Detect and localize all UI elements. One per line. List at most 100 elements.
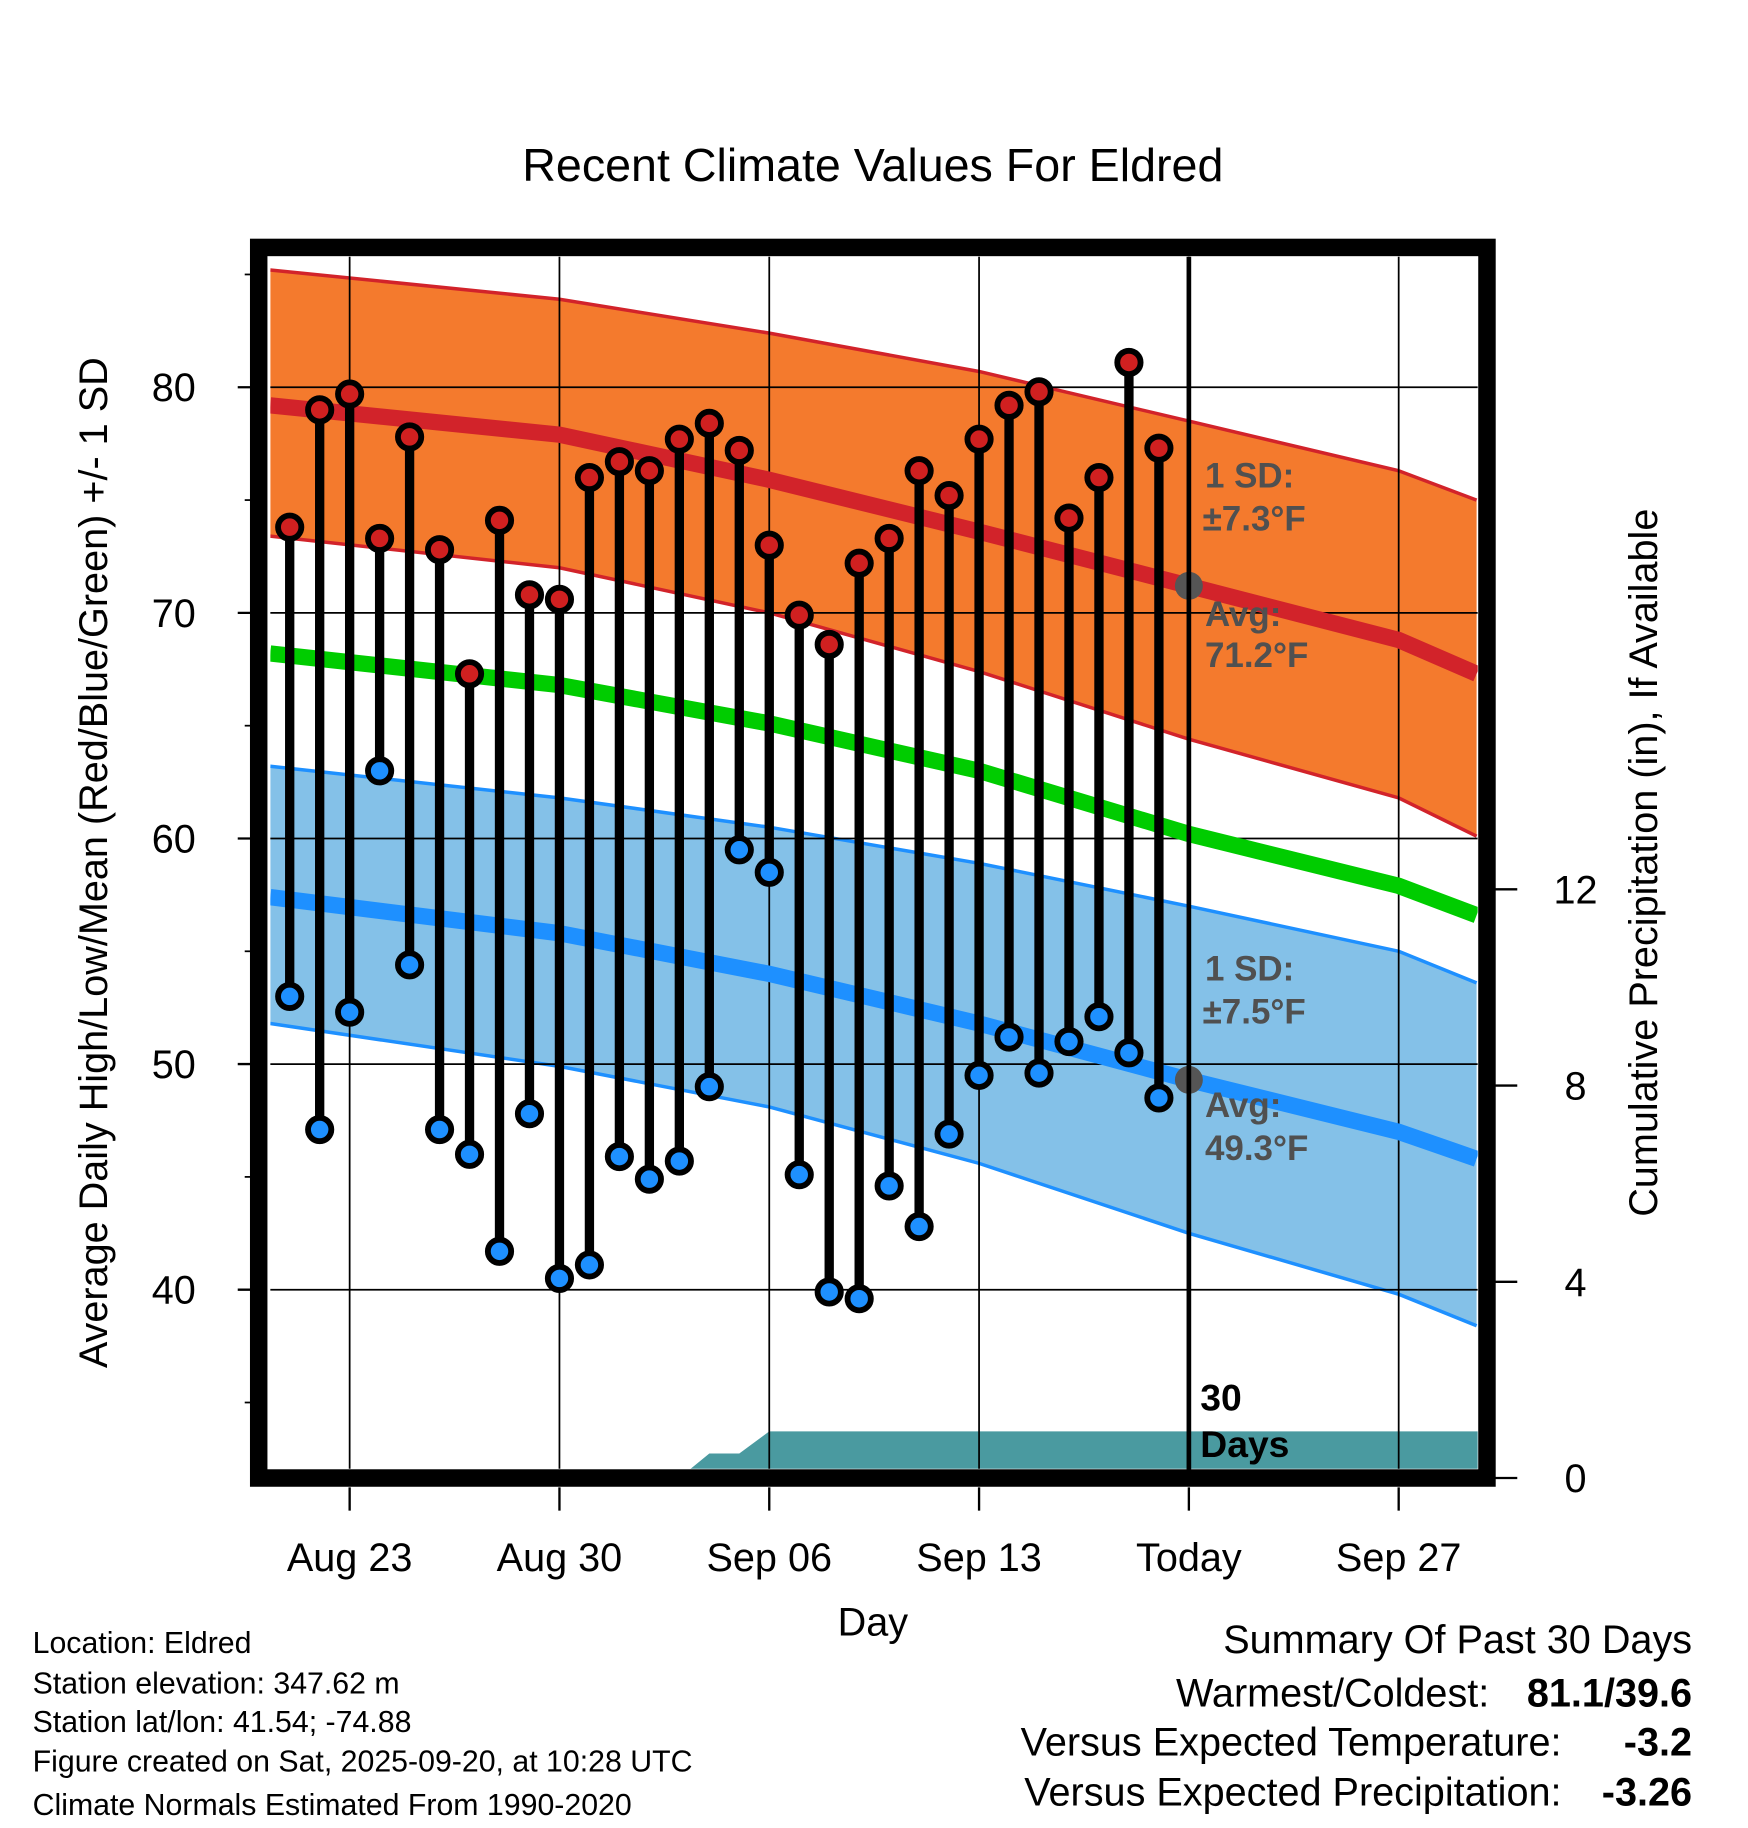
daily-high-point: [365, 523, 395, 553]
summary-warm-cold-label: Warmest/Coldest:: [1176, 1671, 1489, 1715]
x-tick-label: Today: [1136, 1536, 1242, 1580]
summary-temp-label: Versus Expected Temperature:: [1021, 1720, 1562, 1764]
high-avg-label: Avg:: [1205, 595, 1281, 634]
daily-high-point: [664, 424, 694, 454]
plot-overlay: [275, 256, 1203, 1472]
daily-low-point: [634, 1164, 664, 1194]
info-normals: Climate Normals Estimated From 1990-2020: [33, 1789, 632, 1822]
low-avg-value: 49.3°F: [1205, 1129, 1308, 1168]
daily-low-point: [395, 950, 425, 980]
x-tick-label: Aug 30: [497, 1536, 623, 1580]
x-tick-label: Aug 23: [287, 1536, 413, 1580]
daily-high-point: [275, 512, 305, 542]
daily-high-point: [1114, 347, 1144, 378]
daily-low-point: [964, 1060, 994, 1090]
summary-warm-cold-value: 81.1/39.6: [1527, 1671, 1692, 1715]
daily-high-point: [1084, 462, 1114, 493]
daily-high-point: [305, 395, 335, 425]
y-tick-label: 50: [152, 1043, 196, 1087]
plot-frame: [249, 238, 1496, 1487]
daily-low-point: [904, 1211, 934, 1242]
x-tick-label: Sep 06: [706, 1536, 832, 1580]
daily-low-point: [514, 1099, 545, 1129]
y-tick-label: 80: [152, 366, 196, 410]
daily-low-point: [1024, 1058, 1054, 1088]
info-latlon: Station lat/lon: 41.54; -74.88: [33, 1706, 412, 1739]
chart-title: Recent Climate Values For Eldred: [522, 139, 1223, 191]
daily-high-point: [874, 523, 904, 553]
low-sd-value: ±7.5°F: [1203, 993, 1306, 1032]
window-label-unit: Days: [1200, 1423, 1289, 1465]
daily-low-point: [934, 1119, 964, 1149]
annotations: 1 SD: ±7.3°F Avg: 71.2°F 1 SD: ±7.5°F Av…: [1200, 456, 1308, 1465]
low-sd-label: 1 SD:: [1205, 949, 1294, 988]
precipitation-area: [690, 1431, 1478, 1469]
summary-temp-value: -3.2: [1624, 1720, 1692, 1764]
daily-high-point: [814, 629, 844, 660]
daily-low-point: [694, 1072, 724, 1102]
info-location: Location: Eldred: [33, 1627, 252, 1660]
daily-low-point: [1114, 1038, 1144, 1068]
daily-high-point: [754, 530, 784, 560]
daily-high-point: [514, 580, 545, 610]
low-sd-band: [270, 766, 1477, 1326]
info-created: Figure created on Sat, 2025-09-20, at 10…: [33, 1746, 693, 1779]
y2-axis-label: Cumulative Precipitation (in), If Availa…: [1622, 509, 1666, 1217]
y-tick-label: 70: [152, 592, 196, 636]
daily-high-point: [784, 600, 814, 630]
daily-low-point: [275, 981, 305, 1011]
high-sd-band: [270, 269, 1477, 837]
daily-low-point: [814, 1277, 844, 1307]
daily-low-point: [1054, 1026, 1084, 1057]
daily-low-point: [335, 997, 365, 1027]
daily-low-point: [664, 1146, 694, 1176]
daily-high-point: [1024, 377, 1054, 407]
daily-low-point: [844, 1284, 874, 1314]
daily-high-point: [994, 390, 1024, 420]
daily-low-point: [724, 835, 754, 865]
daily-high-point: [904, 456, 934, 486]
daily-low-point: [874, 1171, 904, 1201]
high-sd-label: 1 SD:: [1205, 456, 1294, 495]
y-axis-label: Average Daily High/Low/Mean (Red/Blue/Gr…: [72, 357, 116, 1368]
daily-low-point: [365, 756, 395, 786]
info-elevation: Station elevation: 347.62 m: [33, 1668, 400, 1701]
y-tick-label: 60: [152, 817, 196, 861]
daily-high-point: [1054, 503, 1084, 533]
summary-precip-value: -3.26: [1602, 1770, 1692, 1814]
daily-high-point: [844, 548, 874, 578]
daily-low-point: [544, 1263, 575, 1293]
daily-high-point: [1144, 433, 1174, 463]
daily-low-point: [604, 1142, 634, 1172]
y2-tick-label: 0: [1565, 1457, 1587, 1501]
daily-low-point: [754, 857, 784, 887]
daily-low-point: [454, 1139, 485, 1169]
daily-high-point: [604, 447, 634, 477]
window-label-number: 30: [1200, 1376, 1241, 1418]
daily-low-point: [305, 1114, 335, 1145]
daily-low-point: [784, 1160, 814, 1190]
daily-low-point: [484, 1236, 515, 1266]
daily-high-point: [694, 408, 724, 438]
high-sd-value: ±7.3°F: [1203, 500, 1306, 539]
daily-high-point: [934, 480, 964, 511]
daily-low-point: [1084, 1002, 1114, 1032]
daily-high-point: [454, 659, 485, 689]
x-axis-label: Day: [838, 1600, 909, 1644]
daily-high-point: [634, 456, 664, 486]
daily-high-point: [395, 422, 425, 452]
summary-precip-label: Versus Expected Precipitation:: [1024, 1770, 1561, 1814]
high-avg-value: 71.2°F: [1205, 636, 1308, 675]
daily-low-point: [424, 1114, 455, 1145]
daily-high-point: [574, 462, 604, 493]
x-tick-label: Sep 13: [916, 1536, 1042, 1580]
low-avg-label: Avg:: [1205, 1086, 1281, 1125]
y2-tick-label: 12: [1553, 868, 1597, 912]
summary: Summary Of Past 30 Days Warmest/Coldest:…: [1021, 1618, 1692, 1815]
y2-tick-label: 8: [1565, 1065, 1587, 1109]
daily-high-point: [544, 584, 575, 614]
daily-low-point: [1144, 1083, 1174, 1113]
daily-high-point: [484, 505, 515, 535]
axes: Aug 23 Aug 30 Sep 06 Sep 13 Today Sep 2740506…: [152, 273, 1598, 1580]
